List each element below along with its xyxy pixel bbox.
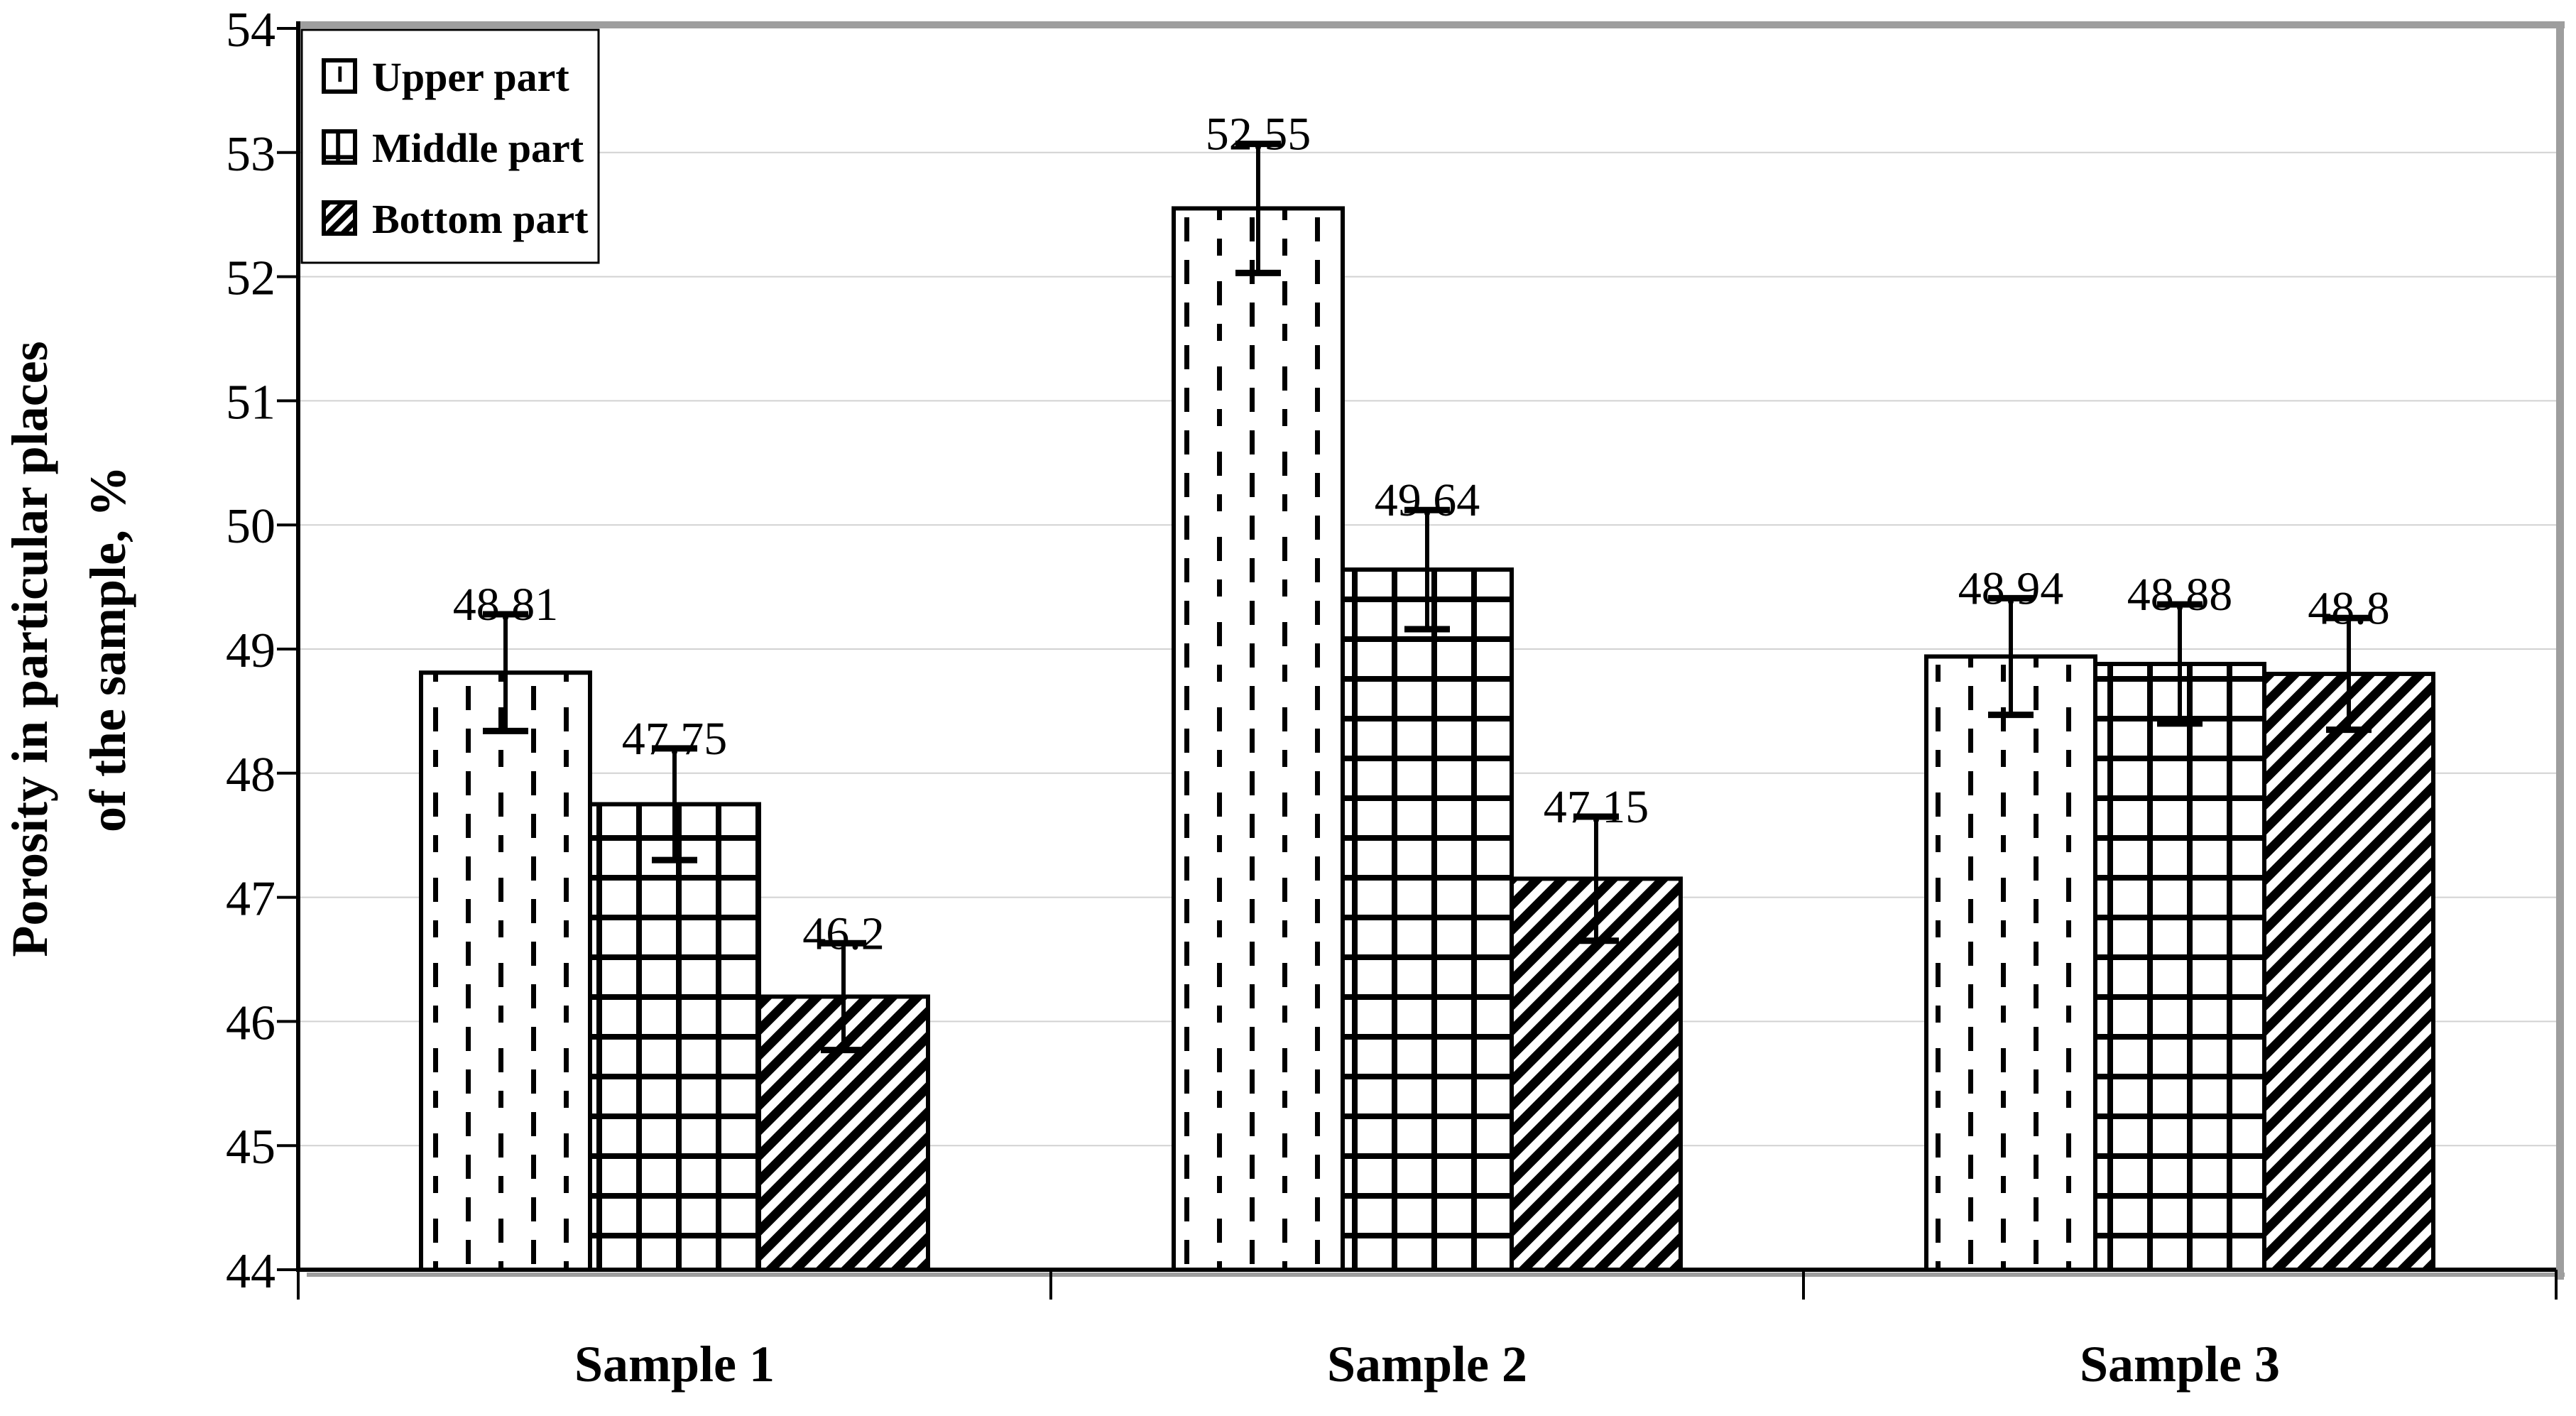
category-labels: Sample 1 Sample 2 Sample 3 [574, 1336, 2280, 1393]
legend-swatch-upper-part-icon [322, 58, 357, 94]
bar-upper-part-sample-3 [1924, 654, 2097, 1272]
data-label-value: 47.75 [622, 713, 728, 765]
category-label-sample-2: Sample 2 [1327, 1336, 1527, 1393]
bar-middle-part-sample-3 [2093, 661, 2266, 1272]
data-label-value: 52.55 [1206, 109, 1311, 160]
y-axis-title-line-1: Porosity in particular places [1, 341, 58, 957]
data-labels: 48.81 52.55 48.94 47.75 49.64 48.88 46.2 47.15 4… [453, 109, 2390, 960]
legend-label-upper-part: Upper part [372, 54, 569, 100]
data-label-value: 48.81 [453, 579, 559, 631]
bar-upper-part-sample-1 [419, 670, 592, 1272]
data-label-value: 48.8 [2308, 582, 2390, 634]
y-tick-label-53: 53 [226, 127, 275, 182]
legend-label-bottom-part: Bottom part [372, 196, 589, 242]
x-axis [296, 1268, 2558, 1300]
y-tick-label-45: 45 [226, 1120, 275, 1175]
category-label-sample-3: Sample 3 [2080, 1336, 2280, 1393]
data-label-value: 48.88 [2127, 569, 2233, 621]
data-label-value: 49.64 [1375, 474, 1480, 526]
y-tick-label-48: 48 [226, 748, 275, 802]
y-tick-label-52: 52 [226, 251, 275, 306]
legend-swatch-bottom-part-icon [322, 200, 357, 236]
y-tick-label-54: 54 [226, 3, 275, 58]
data-label-value: 47.15 [1544, 781, 1649, 833]
bars [419, 206, 2435, 1273]
y-tick-label-50: 50 [226, 499, 275, 554]
plot-area-border [298, 21, 2565, 1280]
y-tick-label-49: 49 [226, 623, 275, 678]
bar-middle-part-sample-1 [588, 802, 761, 1272]
y-tick-label-44: 44 [226, 1244, 275, 1299]
category-label-sample-1: Sample 1 [574, 1336, 775, 1393]
data-label-value: 48.94 [1958, 562, 2064, 614]
y-tick-label-47: 47 [226, 872, 275, 927]
bar-upper-part-sample-2 [1172, 206, 1345, 1273]
y-tick-label-46: 46 [226, 996, 275, 1050]
y-tick-label-51: 51 [226, 375, 275, 430]
data-label-value: 46.2 [802, 908, 885, 959]
bar-middle-part-sample-2 [1341, 567, 1514, 1272]
x-axis-shadow [307, 1273, 2565, 1277]
plot-border-right [2556, 21, 2564, 1280]
plot-border-top [298, 21, 2565, 28]
y-axis: 44 45 46 47 48 49 50 51 52 53 54 [226, 3, 300, 1299]
legend-swatch-middle-part-icon [322, 129, 357, 165]
error-bars [483, 141, 2372, 1054]
bar-bottom-part-sample-3 [2262, 671, 2435, 1272]
legend: Upper part Middle part Bottom part [300, 28, 600, 264]
y-axis-title-line-2: of the sample, % [80, 466, 136, 832]
y-axis-title: Porosity in particular places of the sam… [1, 341, 136, 957]
legend-label-middle-part: Middle part [372, 125, 584, 171]
